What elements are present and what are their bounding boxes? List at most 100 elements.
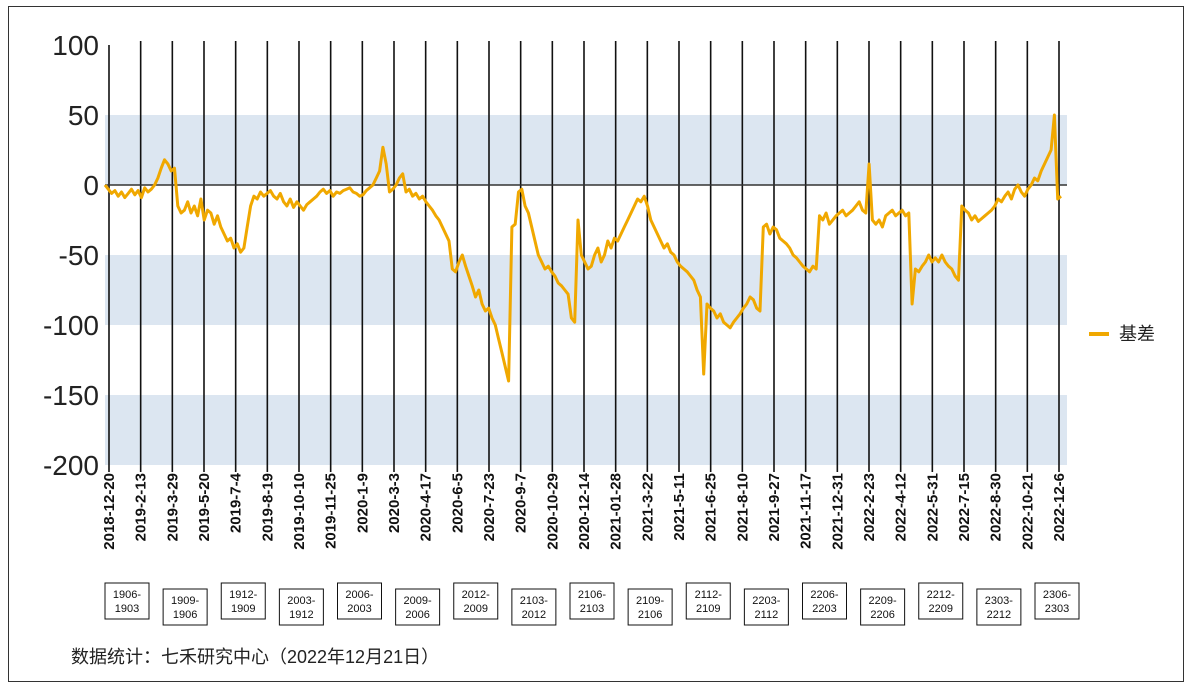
- y-tick-label: -150: [43, 380, 99, 411]
- legend-label: 基差: [1119, 324, 1155, 344]
- x-tick-label: 2020-12-14: [576, 472, 593, 549]
- band-0: [105, 115, 1067, 185]
- x-tick-label: 2020-1-9: [354, 473, 371, 533]
- contract-box: 2306- 2303: [1034, 582, 1080, 620]
- x-tick-label: 2021-11-17: [798, 473, 815, 549]
- contract-box-border: [1034, 582, 1080, 620]
- contract-box-border: [395, 588, 441, 626]
- contract-box: 2303- 2212: [976, 588, 1022, 626]
- contract-box-border: [685, 582, 731, 620]
- contract-box-border: [569, 582, 615, 620]
- contract-box-line2: 2006: [405, 609, 429, 621]
- contract-box-line1: 1912-: [229, 589, 257, 601]
- contract-box-line1: 2306-: [1043, 589, 1071, 601]
- contract-box-line1: 2103-: [520, 595, 548, 607]
- contract-box: 1909- 1906: [162, 588, 208, 626]
- contract-box-border: [337, 582, 382, 620]
- x-tick-label: 2021-3-22: [639, 473, 656, 541]
- x-tick-label: 2019-7-4: [228, 472, 245, 533]
- contract-box-line1: 2006-: [345, 589, 373, 601]
- y-tick-label: -100: [43, 310, 99, 341]
- x-axis-labels: 2018-12-20 2019-2-13 2019-3-29 2019-5-20 201…: [101, 472, 1068, 549]
- contract-box-border: [976, 588, 1022, 626]
- contract-box-line2: 1903: [115, 603, 139, 615]
- contract-box: 2106- 2103: [569, 582, 615, 620]
- contract-box-line1: 2206-: [810, 589, 838, 601]
- contract-box-border: [918, 582, 964, 620]
- contract-box-line2: 2206: [870, 609, 894, 621]
- x-tick-label: 2019-11-25: [323, 473, 340, 549]
- contract-box-line2: 2103: [580, 603, 604, 615]
- series-line-basis: [103, 113, 1062, 383]
- y-tick-label: 50: [68, 100, 99, 131]
- band-2: [105, 395, 1067, 465]
- contract-box-line1: 2003-: [287, 595, 315, 607]
- basis-chart: 100 50 0 -50 -100 -150 -200 2018-12-20 2019-2-1…: [43, 30, 1155, 667]
- x-tick-label: 2019-8-19: [259, 473, 276, 541]
- contract-box-line1: 2009-: [404, 595, 432, 607]
- contract-box-line2: 2112: [755, 609, 779, 621]
- contract-box-border: [104, 582, 150, 620]
- contract-box-line1: 2203-: [752, 595, 780, 607]
- contract-box-line2: 1906: [173, 609, 197, 621]
- contract-box-line2: 2109: [696, 603, 720, 615]
- contract-box: 2112- 2109: [685, 582, 731, 620]
- contract-box-line2: 2012: [522, 609, 546, 621]
- contract-box-border: [220, 582, 266, 620]
- y-tick-label: -200: [43, 450, 99, 481]
- x-tick-label: 2021-01-28: [608, 473, 625, 550]
- contract-box-border: [802, 582, 847, 620]
- x-tick-label: 2020-6-5: [449, 473, 466, 533]
- contract-box-line2: 2106: [638, 609, 662, 621]
- x-tick-label: 2019-5-20: [196, 473, 213, 541]
- contract-box-line1: 2112-: [695, 589, 723, 601]
- contract-box: 2012- 2009: [453, 582, 499, 620]
- contract-box: 2209- 2206: [860, 588, 906, 626]
- x-tick-label: 2020-9-7: [513, 473, 530, 533]
- x-tick-label: 2022-5-31: [924, 473, 941, 541]
- x-tick-label: 2019-10-10: [291, 473, 308, 550]
- x-tick-label: 2021-6-25: [703, 473, 720, 541]
- contract-roll-lines: [108, 41, 1060, 472]
- contract-box-line1: 2109-: [636, 595, 664, 607]
- contract-box-line2: 2303: [1045, 603, 1069, 615]
- contract-box-line2: 1909: [231, 603, 255, 615]
- source-note: 数据统计：七禾研究中心（2022年12月21日）: [71, 647, 439, 667]
- contract-box: 1912- 1909: [220, 582, 266, 620]
- x-tick-label: 2018-12-20: [101, 473, 118, 550]
- x-tick-label: 2021-5-11: [671, 473, 688, 541]
- legend: 基差: [1089, 324, 1155, 344]
- contract-box-line1: 2209-: [869, 595, 897, 607]
- band-layer: [105, 115, 1067, 465]
- x-tick-label: 2022-12-6: [1051, 473, 1068, 541]
- contract-box-line1: 2012-: [462, 589, 490, 601]
- contract-box: 1906- 1903: [104, 582, 150, 620]
- x-tick-label: 2019-3-29: [164, 473, 181, 541]
- x-tick-label: 2020-4-17: [418, 473, 435, 541]
- y-axis: 100 50 0 -50 -100 -150 -200: [43, 30, 99, 481]
- contract-box-border: [278, 588, 324, 626]
- x-tick-label: 2020-7-23: [481, 473, 498, 541]
- contract-box: 2206- 2203: [802, 582, 847, 620]
- y-tick-label: -50: [59, 240, 99, 271]
- contract-box-line1: 1906-: [113, 589, 141, 601]
- contract-box-line2: 2009: [464, 603, 488, 615]
- contract-box-border: [162, 588, 208, 626]
- x-tick-label: 2022-4-12: [893, 473, 910, 541]
- contract-box-border: [860, 588, 906, 626]
- contract-box-border: [511, 588, 557, 626]
- contract-box: 2003- 1912: [278, 588, 324, 626]
- contract-box-line1: 2106-: [578, 589, 606, 601]
- contract-box-line1: 2303-: [985, 595, 1013, 607]
- contract-box-line1: 1909-: [171, 595, 199, 607]
- y-tick-label: 0: [83, 170, 99, 201]
- contract-box: 2009- 2006: [395, 588, 441, 626]
- x-tick-label: 2021-8-10: [734, 473, 751, 541]
- contract-box: 2203- 2112: [743, 588, 789, 626]
- contract-box-line2: 2212: [987, 609, 1011, 621]
- contract-boxes: 1906- 1903 1909- 1906 1912- 1909 2003- 1912 2006…: [104, 582, 1080, 626]
- contract-box: 2109- 2106: [627, 588, 673, 626]
- contract-box-line1: 2212-: [927, 589, 955, 601]
- x-tick-label: 2022-7-15: [956, 473, 973, 541]
- contract-box-border: [743, 588, 789, 626]
